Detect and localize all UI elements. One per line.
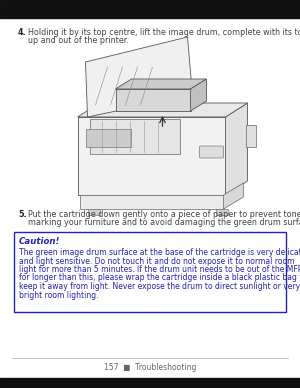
FancyBboxPatch shape xyxy=(80,195,224,209)
FancyBboxPatch shape xyxy=(14,232,286,312)
FancyBboxPatch shape xyxy=(88,209,100,215)
FancyBboxPatch shape xyxy=(116,89,190,111)
Polygon shape xyxy=(224,183,244,209)
Polygon shape xyxy=(85,37,193,117)
Text: 5.: 5. xyxy=(18,210,27,219)
Text: and light sensitive. Do not touch it and do not expose it to normal room: and light sensitive. Do not touch it and… xyxy=(19,256,295,265)
Text: Put the cartridge down gently onto a piece of paper to prevent toner from: Put the cartridge down gently onto a pie… xyxy=(28,210,300,219)
Text: marking your furniture and to avoid damaging the green drum surface.: marking your furniture and to avoid dama… xyxy=(28,218,300,227)
Text: bright room lighting.: bright room lighting. xyxy=(19,291,98,300)
Polygon shape xyxy=(226,103,247,195)
Text: light for more than 5 minutes. If the drum unit needs to be out of the MFP: light for more than 5 minutes. If the dr… xyxy=(19,265,300,274)
FancyBboxPatch shape xyxy=(200,146,224,158)
FancyBboxPatch shape xyxy=(85,129,130,147)
Text: for longer than this, please wrap the cartridge inside a black plastic bag to: for longer than this, please wrap the ca… xyxy=(19,274,300,282)
Text: 157  ■  Troubleshooting: 157 ■ Troubleshooting xyxy=(104,363,196,372)
Polygon shape xyxy=(190,79,206,111)
FancyBboxPatch shape xyxy=(77,117,226,195)
Bar xyxy=(0,0,300,18)
FancyBboxPatch shape xyxy=(89,119,179,154)
Text: The green image drum surface at the base of the cartridge is very delicate: The green image drum surface at the base… xyxy=(19,248,300,257)
Polygon shape xyxy=(77,103,248,117)
Polygon shape xyxy=(116,79,206,89)
Text: Holding it by its top centre, lift the image drum, complete with its toner cartr: Holding it by its top centre, lift the i… xyxy=(28,28,300,37)
FancyBboxPatch shape xyxy=(215,209,227,215)
Text: Caution!: Caution! xyxy=(19,237,60,246)
Bar xyxy=(0,378,300,388)
Text: keep it away from light. Never expose the drum to direct sunlight or very: keep it away from light. Never expose th… xyxy=(19,282,300,291)
Text: up and out of the printer.: up and out of the printer. xyxy=(28,36,129,45)
FancyBboxPatch shape xyxy=(245,125,256,147)
Text: 4.: 4. xyxy=(18,28,27,37)
